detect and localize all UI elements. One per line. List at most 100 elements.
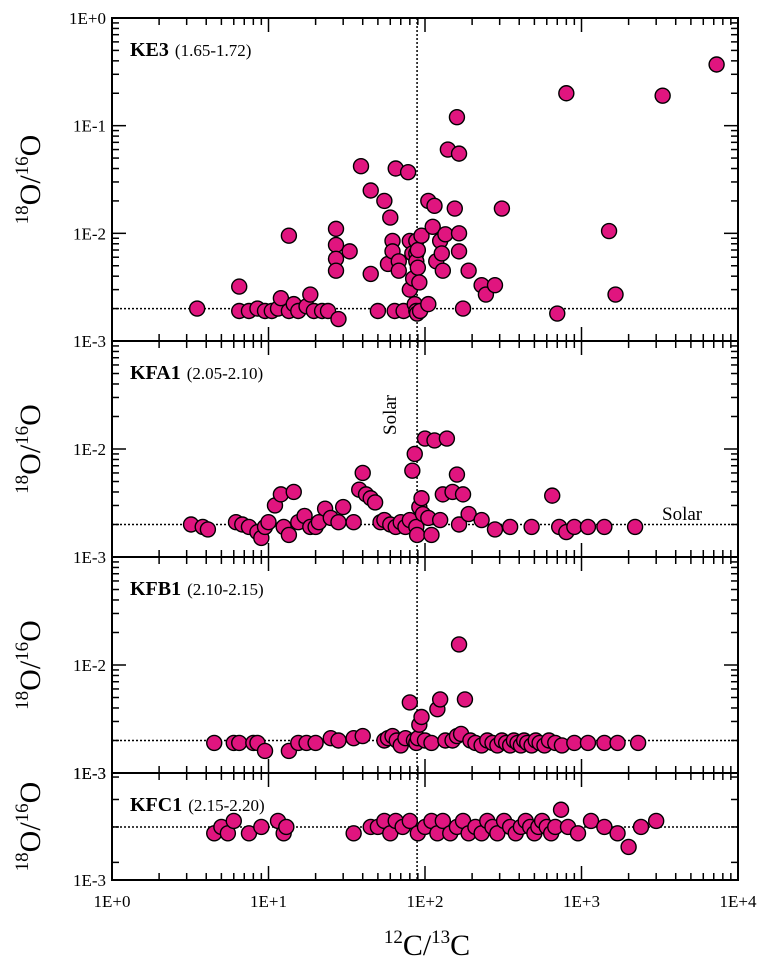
data-point (231, 278, 248, 295)
data-point (401, 694, 419, 711)
panel-ke3: 1E-3 1E-2 1E-1 1E+0 18O/16O KE3 (1.65-1.72) (12, 9, 739, 351)
data-point (413, 490, 430, 507)
data-point (280, 526, 298, 544)
y-tick-label: 1E-3 (73, 871, 106, 890)
data-point (334, 498, 352, 516)
data-point (225, 812, 242, 830)
data-point (654, 87, 671, 104)
data-point (489, 825, 506, 842)
data-point (632, 818, 650, 836)
panel-label: KFB1 (2.10-2.15) (130, 578, 264, 600)
x-tick-label: 1E+4 (720, 892, 757, 911)
data-point (558, 85, 575, 102)
data-point (406, 445, 423, 463)
data-point (409, 259, 427, 276)
panel-label: KFA1 (2.05-2.10) (130, 362, 263, 384)
data-point (549, 305, 566, 322)
data-point (620, 838, 637, 856)
y-axis-title: 18O/16O (12, 782, 47, 872)
panel-kfb1: 1E-3 1E-2 18O/16O KFB1 (2.10-2.15) (12, 556, 739, 783)
data-point (260, 514, 277, 531)
data-point (596, 818, 613, 836)
y-tick-label: 1E-1 (73, 117, 106, 136)
data-point (188, 300, 206, 317)
x-tick-label: 1E+3 (563, 892, 600, 911)
data-point (434, 262, 452, 279)
data-point (544, 487, 561, 504)
data-point (413, 708, 430, 726)
data-point (399, 163, 417, 181)
data-point (433, 245, 450, 262)
data-point (566, 734, 583, 752)
data-point (438, 430, 456, 447)
data-point (426, 197, 443, 215)
data-point (450, 243, 468, 260)
data-point (278, 818, 295, 836)
data-point (307, 734, 324, 752)
panel-label: KFC1 (2.15-2.20) (130, 794, 265, 816)
data-point (423, 734, 440, 752)
data-point (448, 466, 466, 483)
data-point (431, 511, 449, 529)
y-axis-title: 18O/16O (12, 620, 47, 710)
y-tick-label: 1E-2 (73, 656, 106, 675)
data-point (404, 462, 421, 479)
x-tick-label: 1E+2 (407, 892, 444, 911)
data-point (460, 262, 477, 279)
data-point (345, 514, 362, 531)
data-point (609, 734, 626, 752)
data-point (473, 511, 490, 529)
data-point (285, 483, 302, 501)
data-point (450, 516, 468, 533)
data-point (523, 518, 540, 536)
data-point (256, 742, 274, 760)
data-point (280, 227, 298, 244)
data-point (708, 56, 725, 73)
data-point (582, 812, 600, 830)
panel-label: KE3 (1.65-1.72) (130, 39, 251, 61)
data-point (626, 518, 644, 536)
data-point (420, 295, 437, 313)
data-point (253, 818, 270, 836)
y-tick-label: 1E-3 (73, 548, 106, 567)
y-tick-label: 1E-2 (73, 440, 106, 459)
data-point (609, 825, 626, 842)
data-point (579, 734, 597, 752)
data-point (446, 200, 463, 217)
data-point (401, 812, 419, 830)
panel-kfc1: 1E-3 1E-3 18O/16O KFC1 (2.15-2.20) (12, 764, 739, 890)
data-point (423, 526, 440, 544)
data-point (450, 225, 468, 242)
data-point (206, 734, 223, 752)
data-point (411, 274, 428, 291)
data-point (454, 300, 472, 317)
data-point (569, 825, 587, 842)
data-point (579, 518, 597, 536)
data-point (454, 486, 472, 503)
data-point (354, 727, 371, 745)
y-axis-title: 18O/16O (12, 404, 47, 494)
data-point (486, 521, 504, 538)
data-point (486, 276, 504, 294)
data-point (352, 158, 370, 175)
data-point (424, 218, 441, 235)
data-point (629, 734, 647, 752)
data-point (362, 182, 379, 199)
data-point (302, 286, 319, 303)
data-point (341, 243, 358, 260)
data-point (354, 464, 371, 482)
panel-kfa1: 1E-3 1E-2 18O/16O KFA1 (2.05-2.10) (12, 340, 739, 567)
x-tick-label: 1E+0 (94, 892, 131, 911)
data-point (362, 265, 379, 283)
data-point (501, 518, 519, 536)
y-axis-title: 18O/16O (12, 135, 47, 225)
data-point (493, 200, 511, 217)
data-point (330, 732, 347, 749)
data-point (552, 801, 570, 818)
data-point (437, 226, 454, 243)
data-point (199, 521, 217, 538)
data-point (413, 227, 430, 244)
data-point (450, 145, 468, 162)
